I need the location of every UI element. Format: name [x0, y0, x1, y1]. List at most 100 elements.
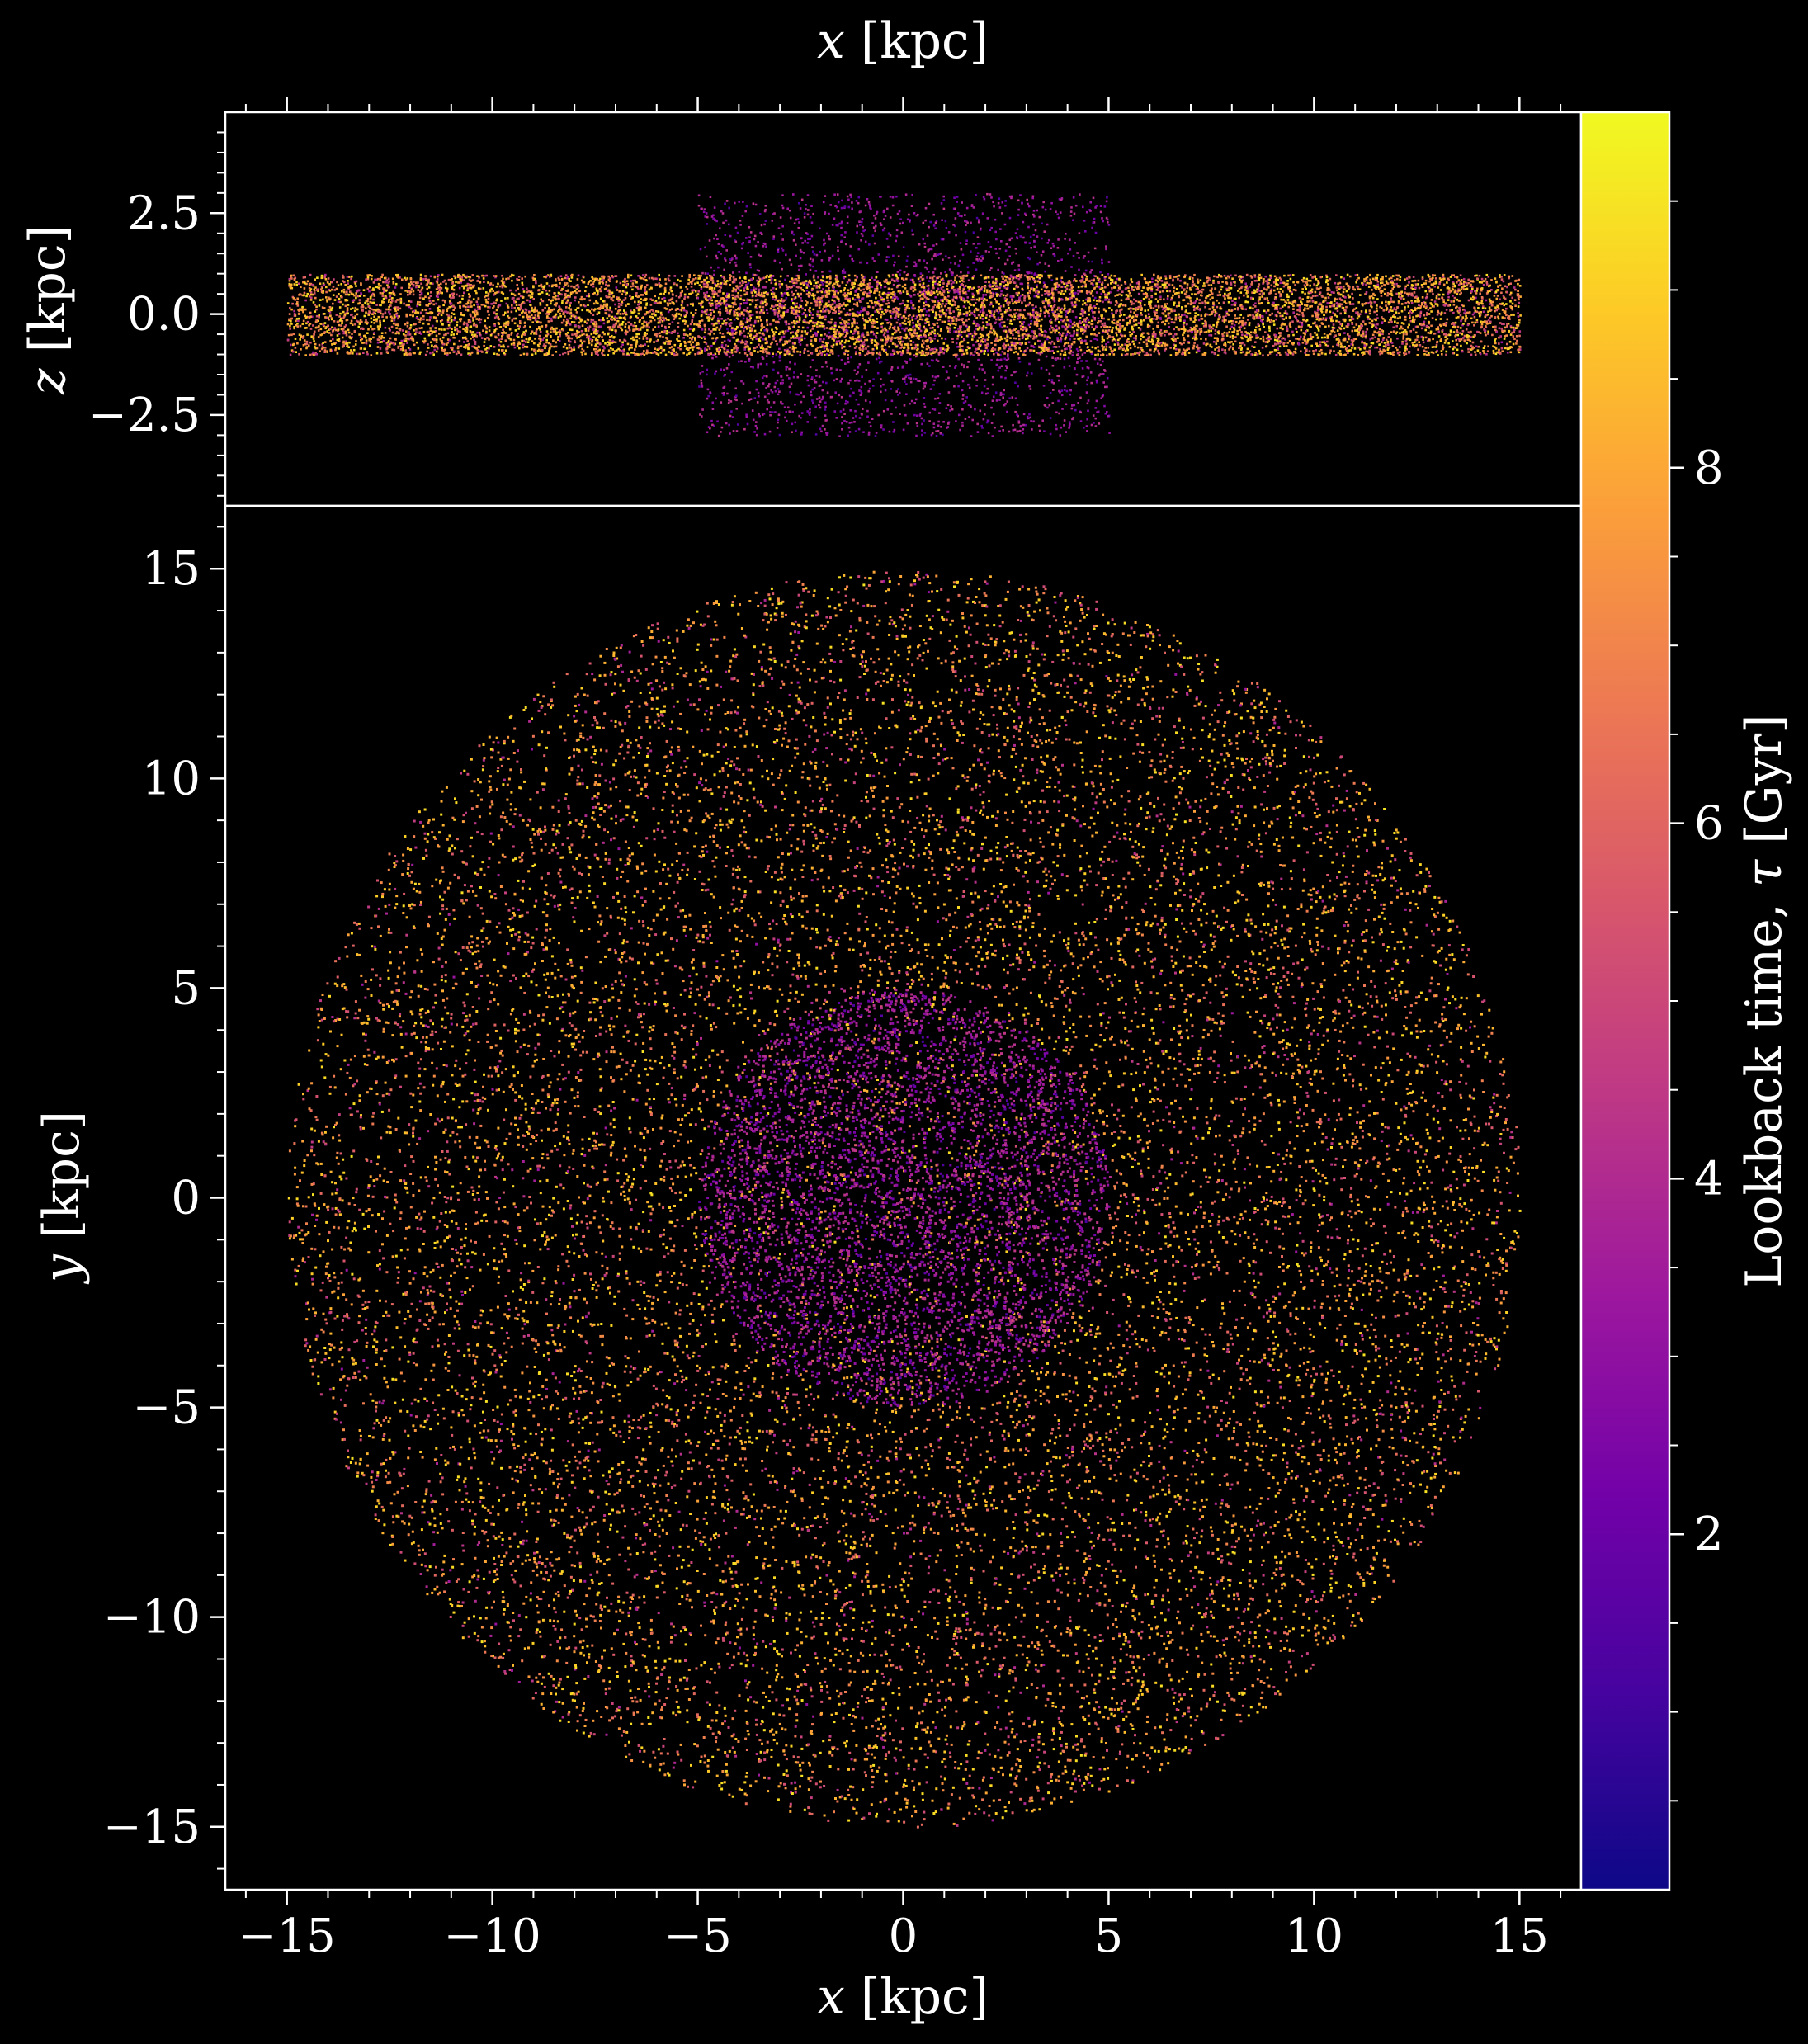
- edge-on-point: [1340, 276, 1343, 279]
- edge-on-point: [839, 310, 843, 314]
- edge-on-point: [1006, 400, 1009, 403]
- edge-on-point: [1248, 323, 1251, 327]
- edge-on-point: [539, 350, 542, 352]
- edge-on-point: [1040, 367, 1043, 370]
- edge-on-point: [998, 295, 1002, 297]
- edge-on-point: [880, 315, 882, 319]
- edge-on-point: [786, 374, 789, 377]
- edge-on-point: [654, 326, 657, 328]
- edge-on-point: [335, 287, 338, 290]
- edge-on-point: [796, 329, 800, 332]
- edge-on-point: [892, 254, 895, 257]
- edge-on-point: [1145, 338, 1148, 342]
- edge-on-point: [839, 410, 843, 413]
- edge-on-point: [847, 426, 851, 429]
- edge-on-point: [749, 266, 752, 269]
- edge-on-point: [1074, 242, 1076, 244]
- edge-on-point: [799, 207, 802, 210]
- edge-on-point: [1047, 274, 1050, 277]
- edge-on-point: [491, 332, 493, 335]
- edge-on-point: [777, 250, 780, 253]
- edge-on-point: [749, 337, 753, 339]
- edge-on-point: [828, 212, 830, 215]
- edge-on-point: [866, 286, 869, 289]
- edge-on-point: [809, 329, 812, 333]
- edge-on-point: [413, 281, 415, 283]
- edge-on-point: [1000, 375, 1003, 379]
- edge-on-point: [715, 337, 717, 340]
- edge-on-point: [742, 281, 744, 284]
- edge-on-point: [880, 325, 883, 328]
- edge-on-point: [708, 298, 710, 301]
- edge-on-point: [1029, 349, 1031, 352]
- edge-on-point: [1088, 280, 1091, 282]
- edge-on-point: [777, 388, 780, 390]
- edge-on-point: [662, 336, 664, 338]
- edge-on-point: [1337, 342, 1339, 345]
- edge-on-point: [1039, 352, 1041, 354]
- edge-on-point: [909, 377, 912, 380]
- edge-on-point: [821, 344, 824, 347]
- edge-on-point: [861, 297, 863, 300]
- edge-on-point: [908, 213, 910, 216]
- edge-on-point: [955, 365, 957, 367]
- edge-on-point: [1069, 393, 1072, 396]
- edge-on-point: [909, 220, 911, 223]
- edge-on-point: [1009, 337, 1012, 339]
- edge-on-point: [472, 323, 475, 327]
- edge-on-point: [775, 281, 777, 285]
- edge-on-point: [1318, 350, 1321, 353]
- edge-on-point: [1073, 367, 1076, 370]
- edge-on-point: [1013, 281, 1015, 284]
- edge-on-point: [836, 224, 839, 227]
- edge-on-point: [1379, 290, 1381, 293]
- edge-on-point: [1031, 196, 1034, 200]
- edge-on-point: [758, 269, 761, 272]
- edge-on-point: [994, 391, 998, 394]
- edge-on-point: [869, 305, 871, 309]
- edge-on-point: [502, 292, 505, 295]
- edge-on-point: [800, 373, 803, 375]
- edge-on-point: [780, 315, 783, 319]
- edge-on-point: [544, 347, 546, 350]
- edge-on-point: [1027, 225, 1030, 229]
- edge-on-point: [625, 311, 627, 314]
- edge-on-point: [938, 412, 941, 414]
- edge-on-point: [967, 271, 970, 274]
- edge-on-point: [377, 328, 380, 331]
- edge-on-point: [799, 336, 801, 339]
- edge-on-point: [861, 375, 863, 378]
- edge-on-point: [1013, 300, 1017, 304]
- edge-on-point: [950, 279, 953, 282]
- edge-on-point: [745, 271, 748, 275]
- edge-on-point: [970, 333, 973, 335]
- edge-on-point: [1093, 305, 1096, 308]
- edge-on-point: [904, 380, 906, 383]
- edge-on-point: [1414, 288, 1417, 290]
- edge-on-point: [1498, 336, 1500, 339]
- edge-on-point: [1061, 319, 1065, 323]
- edge-on-point: [924, 314, 928, 317]
- edge-on-point: [980, 391, 984, 394]
- edge-on-point: [555, 283, 558, 286]
- edge-on-point: [1335, 319, 1338, 323]
- edge-on-point: [1413, 345, 1416, 348]
- edge-on-point: [511, 307, 513, 309]
- edge-on-point: [735, 257, 738, 260]
- edge-on-point: [1031, 195, 1035, 198]
- edge-on-point: [857, 371, 859, 374]
- edge-on-point: [833, 327, 836, 329]
- edge-on-point: [644, 306, 647, 309]
- edge-on-point: [1239, 344, 1242, 347]
- edge-on-point: [905, 361, 908, 363]
- edge-on-point: [816, 281, 819, 284]
- edge-on-point: [885, 319, 889, 321]
- edge-on-point: [864, 382, 866, 385]
- edge-on-point: [309, 311, 312, 314]
- edge-on-point: [778, 318, 781, 320]
- edge-on-point: [791, 410, 794, 413]
- edge-on-point: [913, 334, 915, 338]
- edge-on-point: [891, 312, 894, 315]
- edge-on-point: [1351, 347, 1353, 349]
- edge-on-point: [923, 245, 927, 248]
